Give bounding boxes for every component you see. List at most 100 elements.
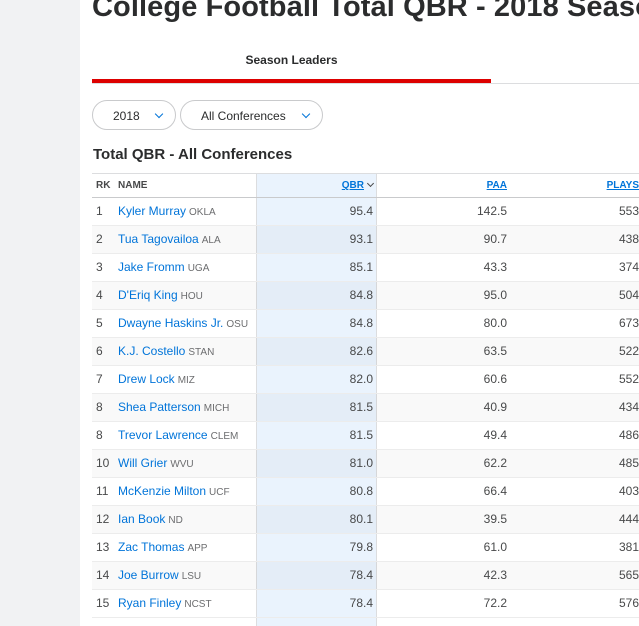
- paa-cell: 142.5: [476, 204, 507, 218]
- paa-cell: 43.3: [483, 260, 507, 274]
- player-link[interactable]: D'Eriq King: [118, 288, 178, 302]
- tab-season-leaders[interactable]: Season Leaders: [92, 44, 491, 83]
- paa-cell: 49.4: [483, 428, 507, 442]
- player-link[interactable]: Will Grier: [118, 456, 168, 470]
- name-cell: D'Eriq King HOU: [118, 282, 203, 310]
- header-paa[interactable]: PAA: [486, 180, 507, 191]
- plays-cell: 438: [618, 232, 639, 246]
- team-abbrev: ALA: [201, 235, 221, 246]
- team-abbrev: UGA: [187, 263, 210, 274]
- player-link[interactable]: Trevor Lawrence: [118, 428, 208, 442]
- rank-cell: 12: [96, 512, 110, 526]
- page-title: College Football Total QBR - 2018 Season: [92, 0, 639, 23]
- name-cell: Shea Patterson MICH: [118, 394, 229, 422]
- qbr-cell: 79.8: [349, 540, 373, 554]
- player-link[interactable]: Tua Tagovailoa: [118, 232, 199, 246]
- name-cell: K.J. Costello STAN: [118, 338, 214, 366]
- table-row: 10 Will Grier WVU 81.0 62.2 485: [92, 450, 639, 478]
- paa-cell: 66.4: [483, 484, 507, 498]
- table-title: Total QBR - All Conferences: [93, 146, 293, 163]
- paa-cell: 42.3: [483, 568, 507, 582]
- plays-cell: 522: [618, 344, 639, 358]
- player-link[interactable]: McKenzie Milton: [118, 484, 207, 498]
- table-row: 4 D'Eriq King HOU 84.8 95.0 504: [92, 282, 639, 310]
- plays-cell: 552: [618, 372, 639, 386]
- qbr-cell: 81.5: [349, 400, 373, 414]
- player-link[interactable]: Kyler Murray: [118, 204, 187, 218]
- paa-cell: 40.9: [483, 400, 507, 414]
- player-link[interactable]: Zac Thomas: [118, 540, 185, 554]
- table-header-row: RK NAME QBR PAA PLAYS: [92, 173, 639, 198]
- table-body: 1 Kyler Murray OKLA 95.4 142.5 553 2 Tua Tagova…: [92, 198, 639, 618]
- qbr-cell: 78.4: [349, 596, 373, 610]
- player-link[interactable]: Ryan Finley: [118, 596, 182, 610]
- qbr-cell: 81.0: [349, 456, 373, 470]
- paa-cell: 90.7: [483, 232, 507, 246]
- table-row: 14 Joe Burrow LSU 78.4 42.3 565: [92, 562, 639, 590]
- team-abbrev: OSU: [226, 319, 249, 330]
- conference-dropdown[interactable]: All Conferences: [180, 100, 323, 130]
- table-row: 6 K.J. Costello STAN 82.6 63.5 522: [92, 338, 639, 366]
- name-cell: Joe Burrow LSU: [118, 562, 201, 590]
- plays-cell: 485: [618, 456, 639, 470]
- team-abbrev: LSU: [181, 571, 202, 582]
- team-abbrev: CLEM: [210, 431, 239, 442]
- rank-cell: 2: [96, 232, 103, 246]
- name-cell: Jake Fromm UGA: [118, 254, 209, 282]
- player-link[interactable]: Ian Book: [118, 512, 166, 526]
- name-cell: Drew Lock MIZ: [118, 366, 195, 394]
- table-row: 13 Zac Thomas APP 79.8 61.0 381: [92, 534, 639, 562]
- qbr-cell: 80.8: [349, 484, 373, 498]
- table-row: 8 Trevor Lawrence CLEM 81.5 49.4 486: [92, 422, 639, 450]
- plays-cell: 374: [618, 260, 639, 274]
- team-abbrev: WVU: [170, 459, 194, 470]
- table-row: 11 McKenzie Milton UCF 80.8 66.4 403: [92, 478, 639, 506]
- paa-cell: 95.0: [483, 288, 507, 302]
- qbr-column-highlight: [256, 174, 377, 626]
- paa-cell: 62.2: [483, 456, 507, 470]
- qbr-cell: 84.8: [349, 288, 373, 302]
- table-row: 8 Shea Patterson MICH 81.5 40.9 434: [92, 394, 639, 422]
- rank-cell: 13: [96, 540, 110, 554]
- rank-cell: 14: [96, 568, 110, 582]
- rank-cell: 3: [96, 260, 103, 274]
- rank-cell: 4: [96, 288, 103, 302]
- conference-dropdown-value: All Conferences: [201, 109, 286, 123]
- table-row: 3 Jake Fromm UGA 85.1 43.3 374: [92, 254, 639, 282]
- chevron-down-icon: [301, 109, 311, 119]
- name-cell: Zac Thomas APP: [118, 534, 207, 562]
- name-cell: Will Grier WVU: [118, 450, 194, 478]
- qbr-cell: 78.4: [349, 568, 373, 582]
- plays-cell: 444: [618, 512, 639, 526]
- header-name: NAME: [118, 180, 148, 191]
- name-cell: Kyler Murray OKLA: [118, 198, 216, 226]
- player-link[interactable]: Shea Patterson: [118, 400, 201, 414]
- player-link[interactable]: Drew Lock: [118, 372, 175, 386]
- player-link[interactable]: Dwayne Haskins Jr.: [118, 316, 224, 330]
- plays-cell: 553: [618, 204, 639, 218]
- player-link[interactable]: K.J. Costello: [118, 344, 186, 358]
- name-cell: Ryan Finley NCST: [118, 590, 212, 618]
- qbr-cell: 93.1: [349, 232, 373, 246]
- name-cell: McKenzie Milton UCF: [118, 478, 230, 506]
- rank-cell: 8: [96, 428, 103, 442]
- team-abbrev: MICH: [203, 403, 230, 414]
- name-cell: Dwayne Haskins Jr. OSU: [118, 310, 248, 338]
- player-link[interactable]: Joe Burrow: [118, 568, 179, 582]
- player-link[interactable]: Jake Fromm: [118, 260, 185, 274]
- qbr-cell: 82.6: [349, 344, 373, 358]
- team-abbrev: NCST: [184, 599, 212, 610]
- season-dropdown-value: 2018: [113, 109, 140, 123]
- paa-cell: 72.2: [483, 596, 507, 610]
- header-qbr-wrap[interactable]: QBR: [256, 174, 375, 198]
- season-dropdown[interactable]: 2018: [92, 100, 176, 130]
- plays-cell: 381: [618, 540, 639, 554]
- qbr-cell: 81.5: [349, 428, 373, 442]
- header-qbr[interactable]: QBR: [341, 180, 364, 191]
- rank-cell: 11: [96, 484, 109, 498]
- header-plays[interactable]: PLAYS: [606, 180, 639, 191]
- rank-cell: 7: [96, 372, 103, 386]
- paa-cell: 39.5: [483, 512, 507, 526]
- sort-desc-icon: [366, 179, 375, 188]
- paa-cell: 60.6: [483, 372, 507, 386]
